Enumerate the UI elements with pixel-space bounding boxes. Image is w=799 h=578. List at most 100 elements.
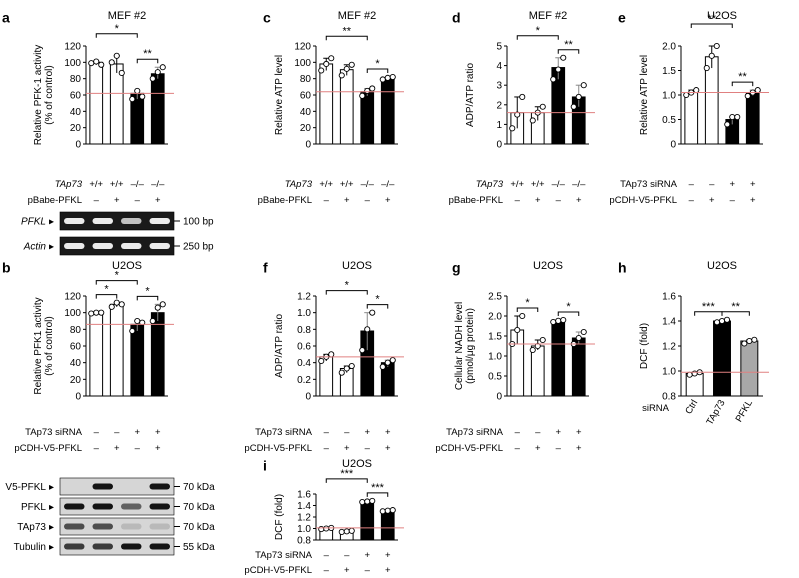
y-tick-label: 100 [64, 58, 81, 69]
condition-value: + [114, 195, 120, 206]
y-tick-label: 1 [496, 120, 502, 131]
category-label: Ctrl [683, 398, 700, 416]
data-point [514, 111, 521, 118]
data-point [534, 342, 541, 350]
gel-band [92, 243, 113, 249]
data-point [338, 369, 345, 376]
data-point [741, 340, 748, 347]
y-tick-label: 0 [305, 392, 311, 403]
data-point [369, 497, 376, 504]
gel-band [64, 543, 85, 550]
data-point [555, 66, 562, 73]
condition-value: + [576, 443, 582, 454]
chart-title: U2OS [342, 458, 372, 470]
y-tick-label: 0.6 [297, 342, 311, 353]
bar-1 [89, 312, 104, 397]
panel-letter: b [2, 259, 11, 275]
data-point [154, 304, 161, 311]
arrow-icon: ▸ [49, 542, 54, 553]
significance-bracket [325, 478, 368, 483]
condition-value: + [155, 427, 161, 438]
data-point [691, 370, 698, 377]
condition-label: pCDH-V5-PFKL [435, 443, 503, 454]
data-point [686, 371, 693, 378]
chart-title: U2OS [707, 260, 737, 272]
condition-value: – [324, 550, 330, 561]
condition-value: –/– [131, 179, 145, 190]
gel-band [149, 243, 170, 249]
data-point [744, 92, 751, 100]
data-point [754, 87, 761, 94]
condition-value: – [365, 443, 371, 454]
gel-row-label: Tubulin [14, 542, 46, 553]
bar-2 [713, 320, 731, 397]
condition-value: +/+ [110, 179, 124, 190]
significance-bracket [366, 68, 389, 74]
y-axis-label-line: Cellular NADH level [454, 302, 465, 390]
data-point [113, 299, 120, 306]
data-point [550, 318, 557, 326]
significance-bracket [325, 35, 368, 41]
condition-value: – [365, 195, 371, 206]
y-axis-label: Relative ATP level [274, 55, 285, 135]
y-tick-label: 100 [64, 308, 81, 319]
bar-1 [319, 63, 334, 145]
data-point [348, 527, 355, 534]
y-tick-label: 3 [496, 81, 502, 92]
data-point [343, 365, 350, 372]
bar-3 [360, 500, 375, 541]
condition-value: – [344, 427, 350, 438]
condition-value: + [364, 427, 370, 438]
data-point [134, 317, 141, 325]
condition-value: + [385, 565, 391, 576]
condition-value: – [135, 443, 141, 454]
data-point [129, 96, 136, 103]
chart-title: U2OS [533, 260, 563, 272]
panel-letter: a [2, 9, 10, 25]
condition-label: TAp73 [476, 179, 504, 190]
data-point [729, 114, 736, 121]
size-marker-label: 70 kDa [183, 482, 215, 493]
data-point [724, 121, 731, 128]
y-tick-label: 0 [496, 140, 502, 151]
data-point [746, 337, 753, 345]
condition-value: + [576, 427, 582, 438]
y-tick-label: 40 [70, 358, 82, 369]
data-point [713, 42, 720, 50]
significance-label: * [115, 270, 120, 282]
y-tick-label: 2 [496, 100, 502, 111]
condition-value: + [155, 443, 161, 454]
data-point [703, 65, 710, 72]
condition-value: + [750, 179, 756, 190]
condition-value: + [364, 550, 370, 561]
y-tick-label: 0.8 [662, 392, 676, 403]
y-tick-label: 1.4 [662, 317, 676, 328]
bar-3 [551, 320, 566, 397]
y-tick-label: 0 [496, 392, 502, 403]
data-point [580, 328, 587, 336]
data-point [575, 334, 582, 342]
y-axis-label-line: (pmol/μg protein) [465, 308, 476, 384]
condition-label: TAp73 siRNA [446, 427, 504, 438]
condition-value: –/– [552, 179, 566, 190]
data-point [713, 319, 721, 326]
bar-1 [684, 92, 699, 145]
gel-band [92, 483, 113, 490]
y-tick-label: 120 [294, 42, 311, 53]
panel-a: a MEF #2 0 20 40 60 80 100 120 Relative PFK-1 act… [2, 9, 174, 206]
significance-label: *** [371, 482, 385, 494]
panel-letter: e [618, 9, 626, 25]
y-tick-label: 60 [70, 91, 82, 102]
condition-label: TAp73 [285, 179, 313, 190]
data-point [369, 309, 376, 316]
significance-label: * [536, 25, 541, 37]
bar-3 [740, 340, 759, 397]
y-tick-label: 0 [305, 140, 311, 151]
y-axis-label-line: Relative ATP level [274, 55, 285, 135]
category-label: PFKL [734, 398, 755, 424]
bar-4 [745, 92, 760, 145]
y-axis-label: DCF (fold) [639, 323, 650, 369]
data-point [514, 326, 521, 334]
